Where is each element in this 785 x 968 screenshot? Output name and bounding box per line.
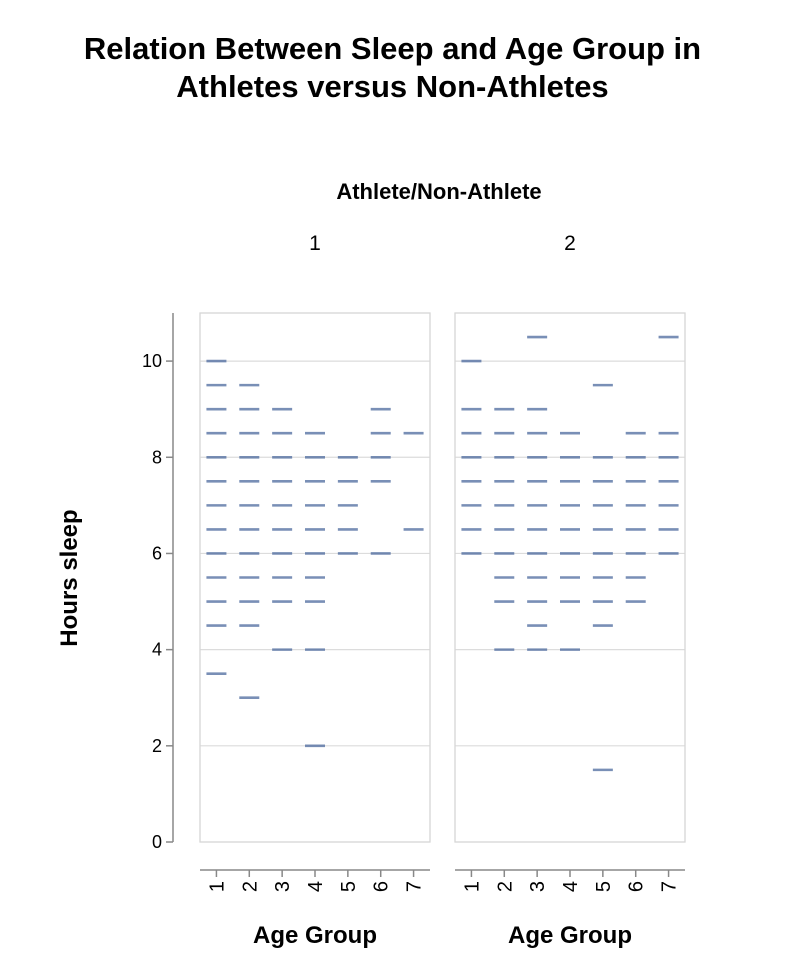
x-tick-label: 6 xyxy=(626,881,648,892)
x-tick-label: 5 xyxy=(338,881,360,892)
x-axis-title: Age Group xyxy=(508,922,632,949)
x-tick-label: 4 xyxy=(560,881,582,892)
x-tick-label: 1 xyxy=(461,881,483,892)
x-tick-label: 3 xyxy=(527,881,549,892)
x-axis-title: Age Group xyxy=(253,922,377,949)
y-tick-label: 0 xyxy=(152,832,162,852)
x-tick-label: 6 xyxy=(371,881,393,892)
facet-label-1: 1 xyxy=(309,232,321,255)
y-tick-label: 10 xyxy=(142,351,162,371)
x-tick-label: 7 xyxy=(404,881,426,892)
panel-frame-2 xyxy=(454,312,686,843)
x-tick-label: 2 xyxy=(494,881,516,892)
panel-frame-1 xyxy=(199,312,431,843)
facet-label-2: 2 xyxy=(564,232,576,255)
facet-title: Athlete/Non-Athlete xyxy=(336,179,541,204)
chart-title-line-1: Relation Between Sleep and Age Group in xyxy=(83,31,702,66)
x-tick-label: 1 xyxy=(206,881,228,892)
x-tick-label: 3 xyxy=(272,881,294,892)
x-tick-label: 4 xyxy=(305,881,327,892)
y-tick-label: 2 xyxy=(152,736,162,756)
x-tick-label: 2 xyxy=(239,881,261,892)
y-tick-label: 6 xyxy=(152,543,162,563)
x-tick-label: 5 xyxy=(593,881,615,892)
y-axis-title: Hours sleep xyxy=(56,509,83,646)
y-tick-label: 8 xyxy=(152,447,162,467)
x-tick-label: 7 xyxy=(659,881,681,892)
y-tick-label: 4 xyxy=(152,640,162,660)
chart-title: Relation Between Sleep and Age Group in … xyxy=(0,30,785,106)
chart-title-line-2: Athletes versus Non-Athletes xyxy=(176,69,609,104)
